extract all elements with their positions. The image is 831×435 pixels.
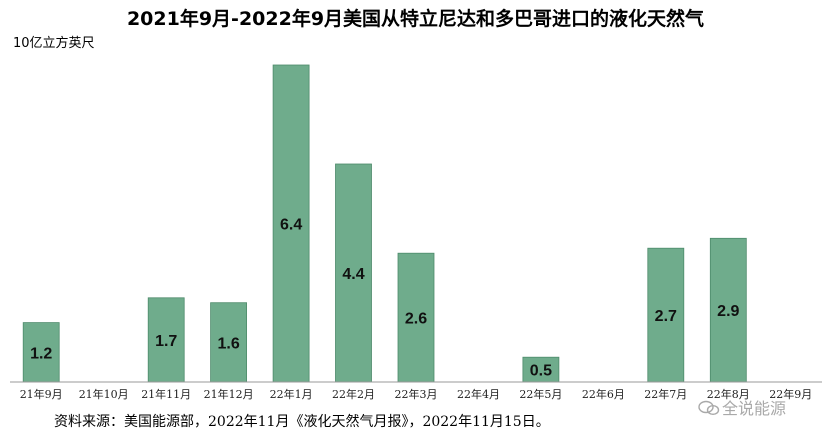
bar-value-label: 1.6 <box>217 335 239 352</box>
bar-value-label: 0.5 <box>530 363 552 380</box>
x-tick-label: 21年10月 <box>79 387 129 401</box>
watermark: 全说能源 <box>698 395 786 419</box>
x-tick-label: 21年9月 <box>20 387 63 401</box>
bar-value-label: 2.9 <box>717 303 739 320</box>
x-tick-label: 22年3月 <box>395 387 438 401</box>
x-tick-label: 22年6月 <box>582 387 625 401</box>
source-note: 资料来源：美国能源部，2022年11月《液化天然气月报》，2022年11月15日… <box>54 414 550 430</box>
bar-value-label: 4.4 <box>342 266 364 283</box>
x-tick-label: 22年2月 <box>332 387 375 401</box>
x-tick-label: 22年9月 <box>769 387 812 401</box>
bar-22年3月 <box>397 252 435 383</box>
bar-21年9月 <box>22 322 60 383</box>
bar-22年2月 <box>335 163 372 383</box>
y-axis-unit-label: 10亿立方英尺 <box>13 36 95 51</box>
x-tick-label: 21年12月 <box>204 387 254 401</box>
x-tick-label: 22年4月 <box>457 387 500 401</box>
bar-value-label: 6.4 <box>280 217 302 234</box>
bar-value-label: 2.7 <box>655 308 677 325</box>
bar-21年11月 <box>147 297 185 383</box>
bar-value-label: 1.7 <box>155 333 177 350</box>
watermark-text: 全说能源 <box>722 399 787 418</box>
x-tick-label: 22年1月 <box>270 387 313 401</box>
x-tick-label: 22年5月 <box>519 387 562 401</box>
x-tick-label: 22年7月 <box>644 387 687 401</box>
chart-title: 2021年9月-2022年9月美国从特立尼达和多巴哥进口的液化天然气 <box>126 8 705 30</box>
x-tick-label: 22年8月 <box>707 387 750 401</box>
bar-value-label: 2.6 <box>405 311 427 328</box>
bar-value-label: 1.2 <box>30 345 52 362</box>
x-tick-label: 21年11月 <box>141 387 191 401</box>
bar-21年12月 <box>210 302 248 383</box>
bar-22年8月 <box>709 237 747 383</box>
wechat-icon <box>698 400 720 416</box>
bar-22年1月 <box>272 64 310 383</box>
